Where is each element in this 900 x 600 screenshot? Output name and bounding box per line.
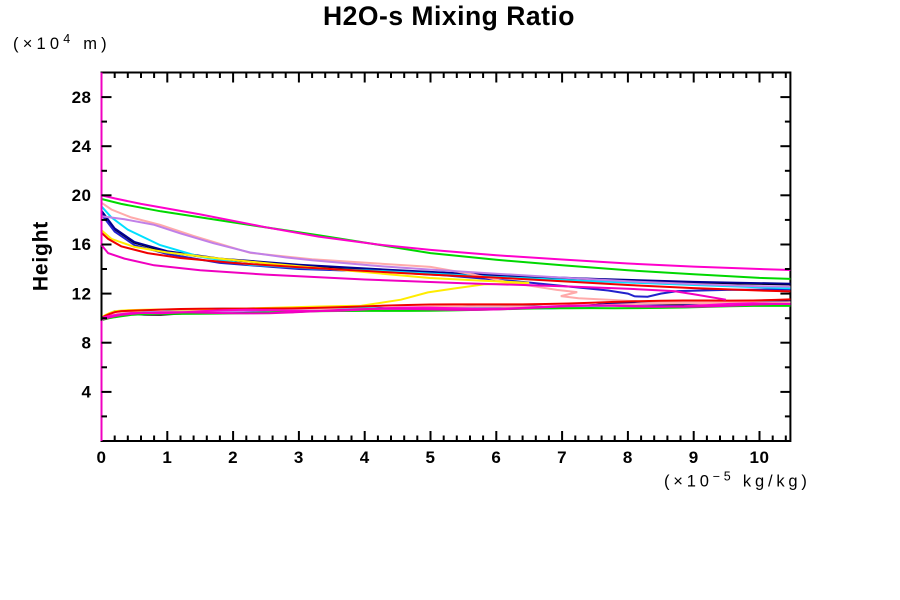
- svg-text:16: 16: [72, 235, 92, 254]
- svg-text:8: 8: [82, 333, 92, 352]
- svg-text:0: 0: [97, 448, 107, 467]
- svg-text:20: 20: [72, 186, 92, 205]
- svg-text:4: 4: [360, 448, 370, 467]
- svg-text:6: 6: [491, 448, 501, 467]
- svg-text:7: 7: [557, 448, 567, 467]
- svg-text:5: 5: [426, 448, 436, 467]
- svg-text:(×104 m): (×104 m): [13, 32, 111, 53]
- svg-text:H2O-s Mixing Ratio: H2O-s Mixing Ratio: [323, 1, 575, 31]
- svg-text:24: 24: [72, 137, 92, 156]
- svg-text:1: 1: [162, 448, 172, 467]
- svg-text:8: 8: [623, 448, 633, 467]
- svg-text:10: 10: [750, 448, 770, 467]
- svg-text:2: 2: [228, 448, 238, 467]
- svg-text:28: 28: [72, 88, 92, 107]
- svg-text:4: 4: [82, 383, 92, 402]
- svg-text:(×10−5 kg/kg): (×10−5 kg/kg): [664, 470, 811, 491]
- svg-text:9: 9: [689, 448, 699, 467]
- svg-text:3: 3: [294, 448, 304, 467]
- svg-text:12: 12: [72, 284, 92, 303]
- svg-text:Height: Height: [30, 221, 53, 291]
